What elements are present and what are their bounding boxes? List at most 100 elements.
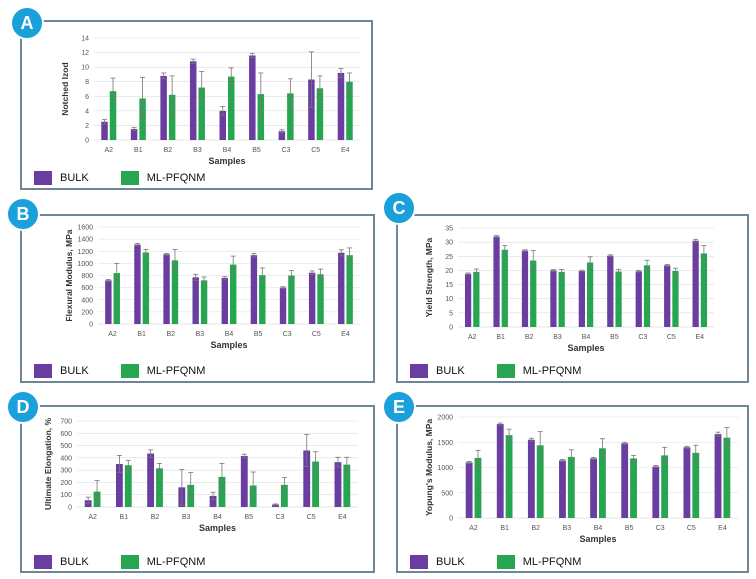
x-tick-label: B2 [525, 334, 534, 341]
y-tick-label: 10 [81, 65, 89, 72]
bar-ml [501, 249, 508, 327]
y-tick-label: 0 [449, 516, 453, 523]
y-tick-label: 700 [60, 419, 72, 426]
bar-ml [536, 445, 544, 518]
y-tick-label: 25 [445, 254, 453, 261]
bar-ml [280, 484, 288, 507]
x-tick-label: B5 [254, 331, 263, 338]
y-tick-label: 14 [81, 36, 89, 43]
bar-ml [630, 458, 637, 518]
bar-bulk [465, 462, 473, 518]
bar-bulk [115, 464, 123, 507]
y-tick-label: 20 [445, 268, 453, 275]
bar-bulk [334, 462, 342, 507]
bar-ml [228, 76, 235, 140]
legend-a: BULK ML-PFQNM [34, 171, 237, 185]
legend-bulk-swatch [34, 555, 52, 569]
y-tick-label: 100 [60, 492, 72, 499]
bar-bulk [192, 277, 199, 324]
bar-bulk [337, 72, 345, 140]
bar-ml [661, 455, 669, 518]
x-tick-label: B4 [582, 334, 591, 341]
legend-bulk-swatch [410, 364, 428, 378]
y-tick-label: 30 [445, 240, 453, 247]
y-tick-label: 1200 [77, 249, 93, 256]
legend-ml-swatch [496, 364, 515, 378]
legend-bulk: BULK [34, 555, 89, 569]
legend-ml-swatch [120, 364, 139, 378]
bar-bulk [105, 280, 112, 324]
x-tick-label: B3 [553, 334, 562, 341]
legend-bulk-swatch [34, 364, 52, 378]
bar-bulk [578, 270, 585, 327]
y-tick-label: 4 [85, 108, 89, 115]
x-axis-label: Samples [199, 523, 236, 533]
bar-bulk [493, 236, 500, 327]
bar-bulk [163, 254, 170, 324]
bar-ml [692, 452, 700, 518]
x-axis-label: Samples [567, 343, 604, 353]
bar-bulk [683, 447, 691, 518]
legend-e: BULK ML-PFQNM [410, 555, 613, 569]
y-tick-label: 12 [81, 50, 89, 57]
panel-d: 0 100 200 300 400 500 600 700 A2 B1 B2 B3 B4 B5 C3 C5 E4… [20, 405, 375, 573]
bar-bulk [160, 75, 167, 140]
bar-bulk [308, 79, 315, 140]
x-tick-label: A2 [88, 514, 97, 521]
x-tick-label: A2 [104, 147, 113, 154]
x-tick-label: C5 [311, 147, 320, 154]
x-tick-label: B3 [196, 331, 205, 338]
bar-ml [474, 457, 482, 518]
chart-c: 0 5 10 15 20 25 30 35 A2 B1 B2 B3 B4 B5 C3 C5 E4 Samples Y… [424, 226, 714, 353]
legend-bulk-label: BULK [60, 556, 89, 568]
x-axis-label: Samples [579, 534, 616, 544]
legend-bulk: BULK [34, 171, 89, 185]
bar-bulk [240, 456, 248, 507]
x-tick-label: C3 [283, 331, 292, 338]
x-tick-label: B1 [137, 331, 146, 338]
bar-ml [505, 435, 513, 518]
x-tick-label: C5 [312, 331, 321, 338]
panel-b: 0 200 400 600 800 1000 1200 1400 1600 A2 B1 B2 B3 B4 B… [20, 214, 375, 383]
bar-ml [599, 448, 606, 518]
legend-ml: ML-PFQNM [496, 555, 581, 569]
y-tick-label: 2000 [437, 415, 453, 422]
bar-bulk [714, 434, 722, 518]
y-axis-label: Yield Strength, MPa [424, 237, 434, 317]
bar-bulk [303, 450, 311, 507]
bar-bulk [652, 466, 660, 518]
x-tick-label: B3 [182, 514, 191, 521]
bar-ml [723, 437, 731, 518]
chart-b: 0 200 400 600 800 1000 1200 1400 1600 A2 B1 B2 B3 B4 B… [64, 225, 360, 350]
bar-ml [567, 456, 575, 518]
legend-ml: ML-PFQNM [496, 364, 581, 378]
legend-c: BULK ML-PFQNM [410, 364, 613, 378]
y-tick-label: 10 [445, 296, 453, 303]
x-tick-label: C3 [638, 334, 647, 341]
y-tick-label: 2 [85, 123, 89, 130]
legend-ml-swatch [120, 555, 139, 569]
bar-ml [317, 274, 324, 324]
legend-bulk-swatch [410, 555, 428, 569]
bar-bulk [590, 458, 597, 518]
y-axis-label: Flexural Modulus, MPa [64, 229, 74, 321]
x-tick-label: E4 [695, 334, 704, 341]
bar-ml [218, 476, 226, 507]
chart-e: 0 500 1000 1500 2000 A2 B1 B2 B3 B4 B5 C3 C5 E4 Sample… [424, 415, 738, 544]
bar-ml [530, 260, 537, 327]
x-tick-label: B1 [120, 514, 129, 521]
legend-bulk-label: BULK [436, 365, 465, 377]
y-tick-label: 300 [60, 468, 72, 475]
x-tick-label: E4 [341, 331, 350, 338]
y-tick-label: 200 [60, 480, 72, 487]
bar-bulk [464, 273, 472, 327]
y-tick-label: 0 [85, 138, 89, 145]
y-tick-label: 0 [89, 322, 93, 329]
x-tick-label: B5 [610, 334, 619, 341]
y-tick-label: 0 [68, 505, 72, 512]
badge-d: D [6, 390, 40, 424]
x-tick-label: E4 [338, 514, 347, 521]
x-axis-label: Samples [208, 156, 245, 166]
x-tick-label: B4 [594, 525, 603, 532]
bar-bulk [278, 131, 286, 140]
